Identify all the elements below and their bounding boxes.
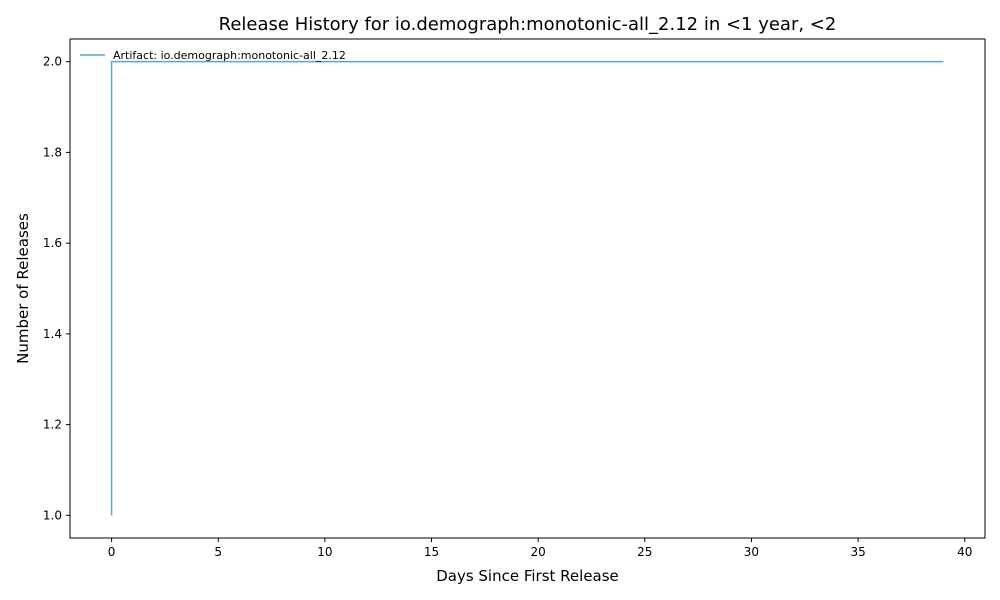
y-axis-title: Number of Releases <box>14 213 32 364</box>
legend: Artifact: io.demograph:monotonic-all_2.1… <box>80 49 346 62</box>
y-axis-ticks: 1.0 1.2 1.4 1.6 1.8 2.0 <box>43 55 70 522</box>
y-tick-label: 1.2 <box>43 418 62 432</box>
x-axis-title: Days Since First Release <box>436 567 619 585</box>
x-tick-label: 30 <box>744 545 759 559</box>
y-tick-label: 1.0 <box>43 508 62 522</box>
x-tick-label: 25 <box>637 545 652 559</box>
x-tick-label: 0 <box>108 545 116 559</box>
y-tick-label: 1.6 <box>43 236 62 250</box>
series-line-0 <box>110 60 944 516</box>
x-tick-label: 20 <box>531 545 546 559</box>
y-tick-label: 1.4 <box>43 327 62 341</box>
legend-label: Artifact: io.demograph:monotonic-all_2.1… <box>113 49 346 62</box>
x-tick-label: 40 <box>957 545 972 559</box>
chart-title: Release History for io.demograph:monoton… <box>219 14 837 35</box>
plot-frame <box>69 38 986 539</box>
x-axis-ticks: 0 5 10 15 20 25 30 35 40 <box>108 538 972 559</box>
y-tick-label: 2.0 <box>43 55 62 69</box>
plot-area <box>69 38 986 539</box>
x-tick-label: 5 <box>214 545 222 559</box>
x-tick-label: 15 <box>424 545 439 559</box>
x-tick-label: 35 <box>850 545 865 559</box>
x-tick-label: 10 <box>317 545 332 559</box>
y-tick-label: 1.8 <box>43 145 62 159</box>
